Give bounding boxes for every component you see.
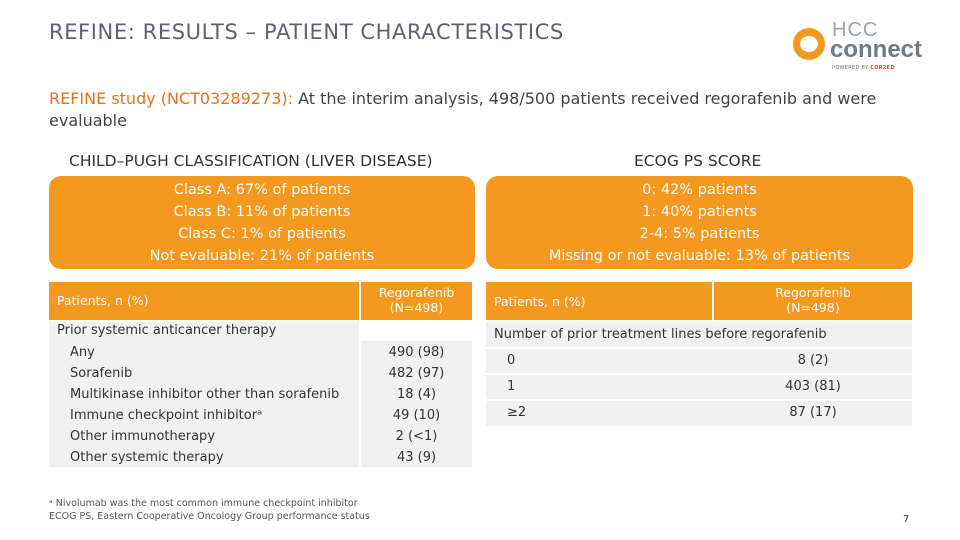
- ecog-box: 0: 42% patients 1: 40% patients 2-4: 5% …: [486, 176, 913, 269]
- left-table-label-cell: [49, 322, 359, 467]
- left-table-section: Prior systemic anticancer therapy: [57, 323, 277, 338]
- logo-connect-text: connect: [830, 36, 923, 63]
- table-row: [486, 349, 912, 373]
- table-row: Other immunotherapy: [70, 429, 216, 444]
- table-row: Any: [70, 345, 95, 360]
- left-table-values: 490 (98) 482 (97) 18 (4) 49 (10) 2 (<1) …: [388, 345, 445, 465]
- hcc-connect-logo: HCC connect POWERED BY COR2ED: [790, 18, 930, 78]
- right-table-section-row: [486, 322, 912, 347]
- slide-title: REFINE: RESULTS – PATIENT CHARACTERISTIC…: [49, 20, 564, 44]
- left-table-value-cell: [361, 341, 472, 467]
- right-table-header-label: Patients, n (%): [486, 282, 712, 320]
- child-pugh-box: Class A: 67% of patients Class B: 11% of…: [49, 176, 475, 269]
- intro-text: REFINE study (NCT03289273): At the inter…: [49, 89, 877, 130]
- left-table-header-value: Regorafenib (N=498): [361, 282, 472, 320]
- ecog-heading: ECOG PS SCORE: [634, 152, 762, 170]
- table-row: [486, 375, 912, 399]
- table-row: Other systemic therapy: [70, 450, 224, 465]
- table-row: Immune checkpoint inhibitorᵃ: [70, 408, 263, 423]
- right-table-section: Number of prior treatment lines before r…: [494, 327, 827, 342]
- right-table-header-value: Regorafenib (N=498): [714, 282, 912, 320]
- table-row: [486, 401, 912, 426]
- logo-ring-icon: [793, 28, 825, 60]
- page-number: 7: [903, 514, 910, 525]
- logo-hcc-text: HCC: [832, 19, 879, 41]
- logo-powered-by: POWERED BY COR2ED: [832, 65, 895, 71]
- table-row: Sorafenib: [70, 366, 133, 381]
- footnotes: ᵃ Nivolumab was the most common immune c…: [49, 498, 370, 522]
- child-pugh-heading: CHILD–PUGH CLASSIFICATION (LIVER DISEASE…: [69, 152, 433, 170]
- left-table-header-label: Patients, n (%): [49, 282, 359, 320]
- left-table-labels: Any Sorafenib Multikinase inhibitor othe…: [70, 342, 339, 468]
- study-id: REFINE study (NCT03289273):: [49, 89, 293, 108]
- table-row: Multikinase inhibitor other than sorafen…: [70, 387, 340, 402]
